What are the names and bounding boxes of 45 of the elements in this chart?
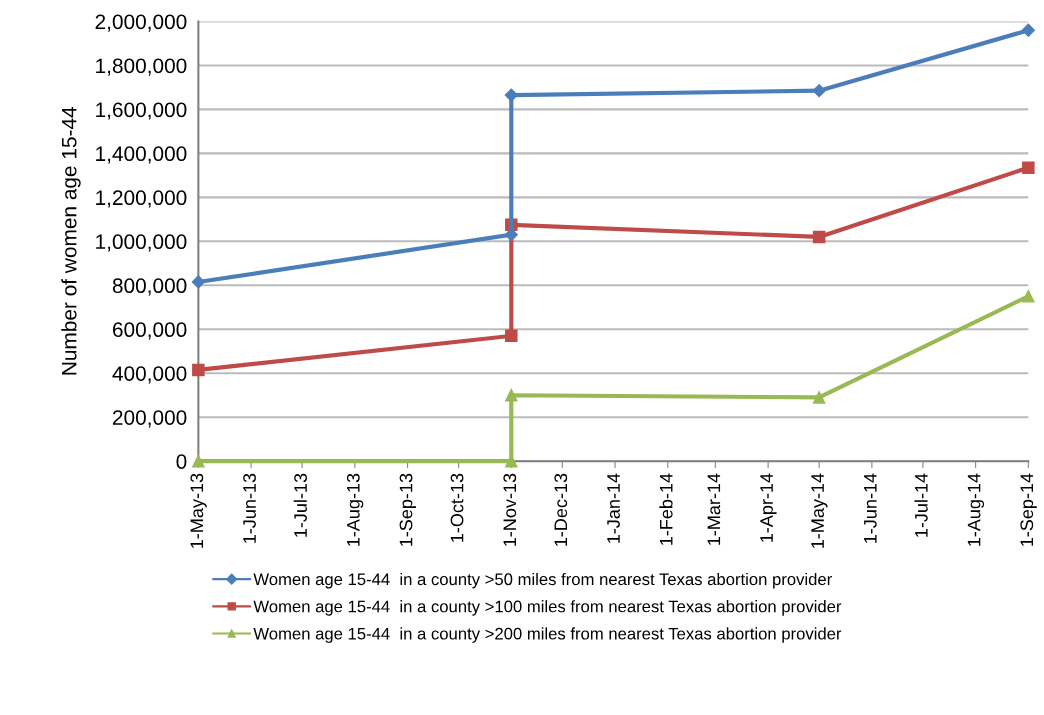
point bbox=[505, 329, 518, 343]
x-tick-label: 1-Dec-13 bbox=[554, 473, 568, 546]
x-tick-label: 1-Nov-13 bbox=[503, 473, 517, 546]
point bbox=[812, 391, 826, 404]
x-tick-label: 1-Jan-14 bbox=[607, 473, 620, 543]
y-tick-label: 0 bbox=[176, 454, 187, 469]
y-tick-label: 1,600,000 bbox=[96, 102, 187, 120]
y-tick-label: 2,000,000 bbox=[95, 14, 187, 32]
x-tick-label: 1-Aug-14 bbox=[967, 473, 985, 546]
x-tick-label: 1-Feb-14 bbox=[659, 473, 673, 545]
y-tick-label: 1,200,000 bbox=[96, 190, 187, 208]
x-tick-label: 1-Mar-14 bbox=[707, 473, 721, 545]
x-tick-label: 1-Jul-14 bbox=[914, 473, 928, 537]
point bbox=[1021, 23, 1035, 37]
x-tick-label: 1-Oct-13 bbox=[450, 473, 464, 542]
x-tick-label: 1-Sep-13 bbox=[399, 473, 416, 546]
point bbox=[1022, 290, 1035, 303]
point bbox=[504, 228, 518, 242]
point bbox=[505, 388, 518, 402]
x-tick-label: 1-May-13 bbox=[190, 473, 207, 548]
x-tick-label: 1-Sep-14 bbox=[1020, 473, 1037, 546]
legend-label: Women age 15-44 in a county >50 miles from nearest Texas abortion provider bbox=[253, 572, 832, 589]
y-tick-label: 200,000 bbox=[113, 410, 187, 428]
y-tick-label: 400,000 bbox=[112, 366, 187, 384]
y-tick-label: 1,800,000 bbox=[96, 58, 187, 76]
point bbox=[504, 88, 518, 102]
y-axis-title: Number of women age 15-44 bbox=[61, 107, 81, 375]
x-tick-label: 1-Jun-14 bbox=[864, 473, 877, 543]
point bbox=[812, 84, 826, 98]
y-tick-label: 800,000 bbox=[112, 278, 187, 296]
y-tick-label: 1,000,000 bbox=[96, 234, 187, 252]
point bbox=[1022, 161, 1035, 174]
x-tick-label: 1-Aug-13 bbox=[346, 473, 364, 546]
x-tick-label: 1-Jul-13 bbox=[293, 473, 307, 537]
y-tick-label: 600,000 bbox=[113, 322, 187, 340]
y-tick-label: 1,400,000 bbox=[96, 146, 187, 164]
x-tick-label: 1-Apr-14 bbox=[760, 473, 777, 542]
legend-label: Women age 15-44 in a county >100 miles from nearest Texas abortion provider bbox=[253, 600, 842, 616]
point bbox=[192, 454, 205, 468]
x-tick-label: 1-Jun-13 bbox=[243, 473, 256, 543]
point bbox=[812, 230, 826, 244]
point bbox=[192, 363, 205, 377]
x-tick-label: 1-May-14 bbox=[811, 473, 828, 548]
point bbox=[191, 275, 205, 289]
legend-label: Women age 15-44 in a county >200 miles from nearest Texas abortion provider bbox=[253, 627, 842, 643]
